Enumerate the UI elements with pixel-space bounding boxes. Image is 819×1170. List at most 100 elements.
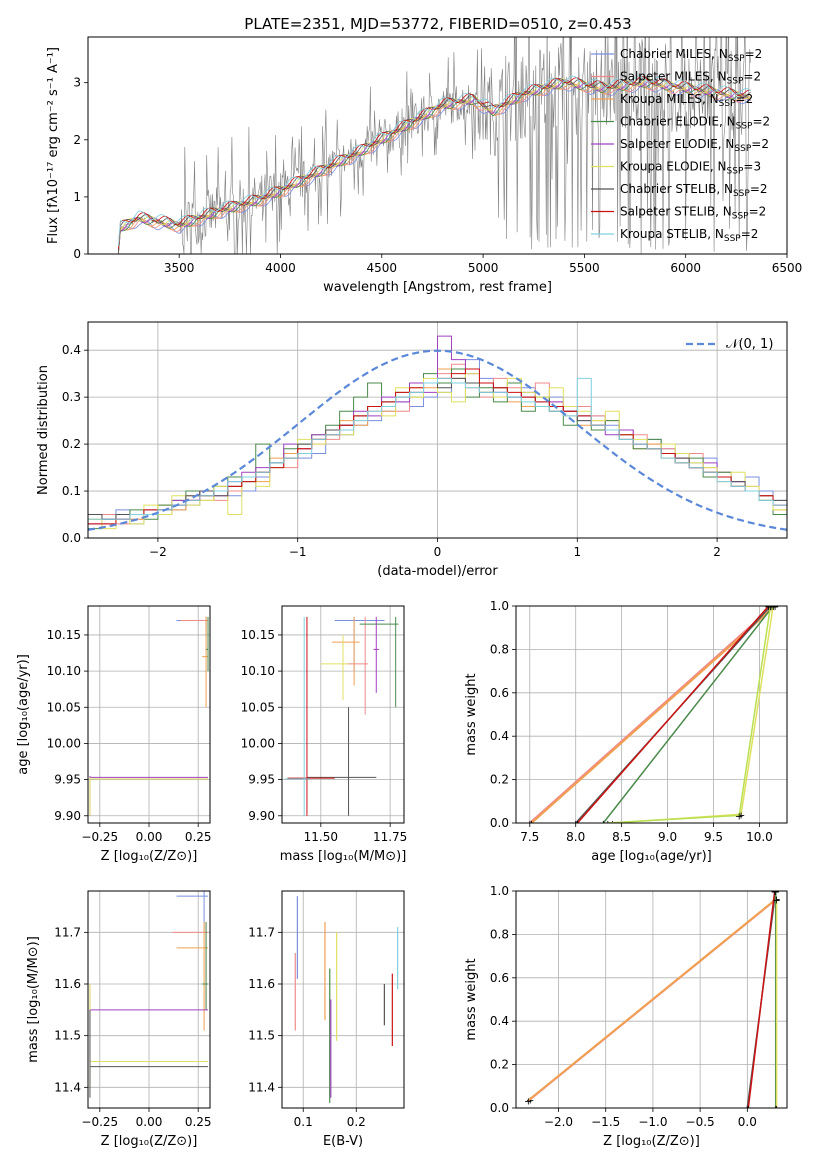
- x-tick-label: 9.5: [704, 830, 723, 844]
- y-tick-label: 0.6: [490, 686, 509, 700]
- x-tick-label: −0.25: [81, 1115, 118, 1129]
- mass-weight-line: [607, 606, 772, 823]
- x-tick-label: 0: [434, 545, 442, 559]
- x-axis-label: wavelength [Angstrom, rest frame]: [323, 280, 552, 295]
- mass-weight-marker: +: [743, 1104, 751, 1115]
- mass-weight-marker: +: [526, 819, 534, 830]
- y-tick-label: 10.05: [241, 700, 275, 714]
- y-axis-label: age [log₁₀(age/yr)]: [16, 654, 31, 775]
- y-tick-label: 10.05: [47, 700, 81, 714]
- mass-weight-marker: +: [771, 887, 779, 898]
- y-tick-label: 0.4: [490, 1014, 509, 1028]
- x-tick-label: −0.25: [81, 830, 118, 844]
- x-tick-label: 0.00: [136, 830, 163, 844]
- mass-weight-line: [747, 891, 776, 1108]
- y-axis-label: Normed distribution: [36, 365, 51, 495]
- x-tick-label: 0.1: [294, 1115, 313, 1129]
- x-axis-label: mass [log₁₀(M/M⊙)]: [280, 849, 407, 864]
- histogram-step: [88, 377, 787, 538]
- mass-weight-marker: +: [608, 819, 616, 830]
- y-tick-label: 0.8: [490, 927, 509, 941]
- mass-weight-marker: +: [766, 602, 774, 613]
- plot-area-mass-vs-Z: [88, 891, 210, 1108]
- y-tick-label: 0.2: [490, 1058, 509, 1072]
- y-tick-label: 0.0: [62, 531, 81, 545]
- legend-label: Salpeter ELODIE, NSSP=2: [620, 137, 769, 154]
- normal-pdf-curve: [88, 349, 787, 531]
- x-axis-label: Z [log₁₀(Z/Z⊙)]: [603, 1134, 700, 1149]
- mass-weight-line: [602, 606, 774, 823]
- y-tick-label: 0.2: [62, 437, 81, 451]
- y-tick-label: 1.0: [490, 599, 509, 613]
- legend-label: Chabrier ELODIE, NSSP=2: [620, 115, 770, 132]
- mass-weight-marker: +: [744, 1104, 752, 1115]
- x-tick-label: 3500: [164, 261, 195, 275]
- x-tick-label: 11.50: [304, 830, 338, 844]
- y-tick-label: 0.1: [62, 484, 81, 498]
- mass-weight-marker: +: [735, 811, 743, 822]
- y-tick-label: 11.6: [248, 977, 275, 991]
- y-tick-label: 10.10: [241, 664, 275, 678]
- mass-weight-marker: +: [771, 887, 779, 898]
- mass-weight-line: [612, 606, 774, 823]
- figure-title: PLATE=2351, MJD=53772, FIBERID=0510, z=0…: [244, 15, 631, 33]
- observed-spectrum-line: [118, 37, 751, 254]
- x-tick-label: 1: [573, 545, 581, 559]
- y-tick-label: 2: [73, 133, 81, 147]
- mass-weight-marker: +: [772, 896, 780, 907]
- mass-weight-marker: +: [764, 602, 772, 613]
- legend-label: Salpeter STELIB, NSSP=2: [620, 205, 766, 222]
- y-tick-label: 10.15: [47, 628, 81, 642]
- mass-weight-marker: +: [737, 810, 745, 821]
- x-tick-label: 4000: [265, 261, 296, 275]
- y-tick-label: 11.4: [248, 1080, 275, 1094]
- x-tick-label: −1.0: [638, 1115, 667, 1129]
- axes-frame: [515, 890, 788, 1109]
- x-axis-label: (data-model)/error: [377, 564, 498, 579]
- x-axis-label: Z [log₁₀(Z/Z⊙)]: [101, 849, 198, 864]
- x-tick-label: −1: [289, 545, 307, 559]
- legend-label: Kroupa STELIB, NSSP=2: [620, 227, 758, 244]
- y-axis-label: mass [log₁₀(M/M⊙)]: [26, 936, 41, 1063]
- mass-weight-marker: +: [524, 1096, 532, 1107]
- model-spectrum-line: [118, 79, 751, 254]
- axes-frame: [87, 605, 211, 824]
- axes-frame: [281, 890, 405, 1109]
- x-tick-label: 6000: [670, 261, 701, 275]
- mass-weight-marker: +: [769, 602, 777, 613]
- legend-label: Chabrier STELIB, NSSP=2: [620, 182, 768, 199]
- plot-area-mass-weight-vs-Z: ++++++++++++: [516, 887, 787, 1115]
- x-tick-label: 9.0: [658, 830, 677, 844]
- plot-area-spectrum: [118, 37, 751, 254]
- x-tick-label: 0.0: [738, 1115, 757, 1129]
- x-axis-label: E(B-V): [323, 1134, 363, 1149]
- legend-label: Kroupa ELODIE, NSSP=3: [620, 160, 761, 177]
- y-tick-label: 11.6: [54, 977, 81, 991]
- x-tick-label: −1.5: [591, 1115, 620, 1129]
- mass-weight-line: [527, 897, 778, 1102]
- y-tick-label: 0.4: [490, 729, 509, 743]
- plot-area-age-vs-Z: [88, 606, 210, 823]
- plot-area-residuals: [88, 322, 787, 538]
- x-tick-label: 8.5: [612, 830, 631, 844]
- mass-weight-line: [530, 606, 776, 823]
- y-tick-label: 0.0: [490, 816, 509, 830]
- y-tick-label: 0.6: [490, 971, 509, 985]
- y-tick-label: 10.00: [47, 736, 81, 750]
- model-spectrum-line: [118, 75, 751, 247]
- x-tick-label: 8.0: [566, 830, 585, 844]
- x-tick-label: 5500: [569, 261, 600, 275]
- x-tick-label: 0.25: [185, 830, 212, 844]
- legend-label: 𝒩(0, 1): [726, 337, 773, 352]
- y-tick-label: 9.95: [54, 773, 81, 787]
- axes-frame: [87, 890, 211, 1109]
- x-tick-label: 0.2: [347, 1115, 366, 1129]
- y-tick-label: 10.10: [47, 664, 81, 678]
- x-axis-label: Z [log₁₀(Z/Z⊙)]: [101, 1134, 198, 1149]
- x-tick-label: 10.0: [746, 830, 773, 844]
- y-tick-label: 10.15: [241, 628, 275, 642]
- mass-weight-line: [576, 606, 770, 823]
- x-axis-label: age [log₁₀(age/yr)]: [591, 849, 712, 864]
- y-tick-label: 11.5: [54, 1029, 81, 1043]
- x-tick-label: −2.0: [544, 1115, 573, 1129]
